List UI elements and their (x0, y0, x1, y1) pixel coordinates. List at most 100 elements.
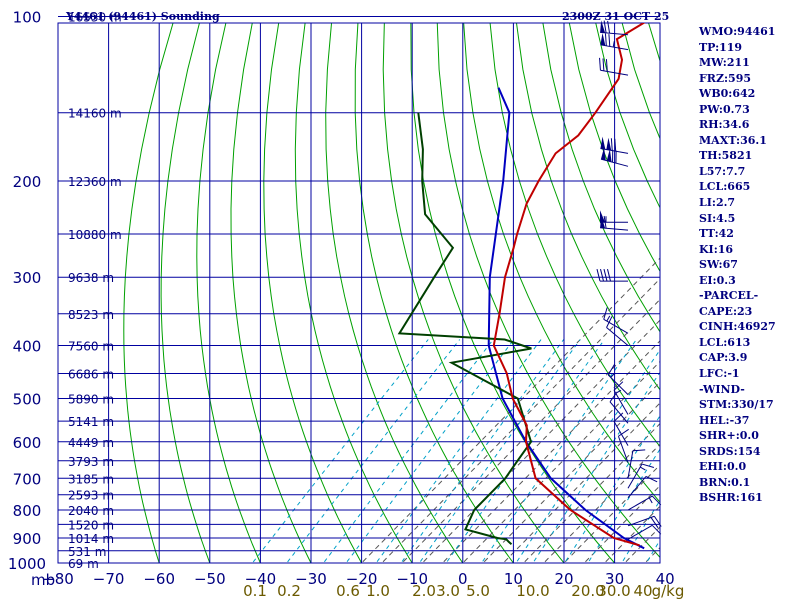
wind-barb (627, 515, 662, 528)
mixing-ratio-line (587, 448, 660, 563)
pressure-tick-label: 700 (13, 470, 42, 488)
index-item: RH:34.6 (699, 118, 750, 132)
mixing-ratio-label: 20.0 (571, 582, 604, 600)
sounding-traces (397, 23, 646, 550)
height-label: 10880 m (68, 228, 122, 242)
height-label: 531 m (68, 545, 106, 559)
dry-adiabat (568, 23, 660, 273)
dry-adiabat (436, 23, 660, 559)
mixing-ratio-line (515, 349, 660, 563)
index-item: LI:2.7 (699, 196, 736, 210)
temperature-tick-label: −30 (295, 570, 327, 588)
wind-barb (627, 524, 662, 540)
index-item: LCL:613 (699, 335, 751, 349)
mixing-ratio-label: 2.0 (412, 582, 436, 600)
wind-barb (606, 316, 629, 346)
index-item: -PARCEL- (699, 289, 759, 303)
wind-barb (600, 136, 629, 154)
dry-adiabat (410, 23, 616, 563)
dry-adiabat (542, 23, 660, 333)
dry-adiabat (382, 23, 565, 563)
mixing-ratio-line (400, 339, 565, 563)
height-label: 2593 m (68, 489, 114, 503)
index-item: STM:330/17 (699, 398, 774, 412)
pressure-tick-label: 900 (13, 530, 42, 548)
index-item: FRZ:595 (699, 71, 752, 85)
mixing-ratio-line (375, 339, 542, 563)
height-label: 16530 m (68, 11, 122, 25)
wind-barb (613, 412, 629, 446)
index-item: LFC:-1 (699, 367, 740, 381)
wind-barb (607, 363, 629, 396)
dewpoint-trace (397, 112, 533, 545)
temperature-tick-label: −70 (93, 570, 125, 588)
mixing-ratio-label: 0.1 (243, 582, 267, 600)
pressure-tick-label: 400 (13, 338, 42, 356)
temperature-tick-label: −20 (346, 570, 378, 588)
mixing-ratio-line (445, 339, 605, 563)
height-label: 6686 m (68, 368, 114, 382)
dry-adiabat (463, 23, 660, 504)
index-item: EHI:0.0 (699, 460, 747, 474)
pressure-tick-label: 300 (13, 269, 42, 287)
parcel-trace (487, 87, 645, 550)
mixing-ratio-label: 0.2 (277, 582, 301, 600)
height-label: 5141 m (68, 415, 114, 429)
wind-barb (617, 428, 629, 463)
grid (57, 16, 661, 564)
pressure-tick-label: 500 (13, 391, 42, 409)
height-label: 4449 m (68, 436, 114, 450)
index-item: CINH:46927 (699, 320, 776, 334)
height-label: 2040 m (68, 504, 114, 518)
wind-barbs (596, 20, 662, 540)
index-item: LCL:665 (699, 180, 751, 194)
height-label: 9638 m (68, 271, 114, 285)
index-item: BRN:0.1 (699, 475, 751, 489)
temperature-trace (492, 23, 646, 547)
height-label: 14160 m (68, 107, 122, 121)
height-label: 8523 m (68, 308, 114, 322)
wind-barb (600, 20, 629, 36)
plot-frame (57, 22, 661, 564)
mixing-ratio-label: 5.0 (466, 582, 490, 600)
index-item: WMO:94461 (699, 25, 776, 38)
index-item: PW:0.73 (699, 102, 750, 116)
index-item: SHR+:0.0 (699, 429, 759, 443)
pressure-tick-label: 200 (13, 173, 42, 191)
pressure-tick-label: 100 (13, 9, 42, 27)
index-item: TT:42 (699, 227, 734, 241)
wind-barb (600, 147, 629, 167)
dry-adiabat (123, 23, 174, 563)
index-item: L57:7.7 (699, 164, 746, 178)
index-item: CAP:3.9 (699, 351, 748, 365)
wind-barb (627, 475, 658, 499)
index-item: HEL:-37 (699, 413, 750, 427)
index-item: MAXT:36.1 (699, 133, 767, 147)
mixing-ratio-label: 3.0 (436, 582, 460, 600)
mixing-ratio-line (322, 339, 494, 563)
dry-adiabat (489, 23, 660, 448)
index-item: EI:0.3 (699, 273, 736, 287)
dry-adiabat (196, 23, 261, 563)
temperature-tick-label: 20 (554, 570, 573, 588)
pressure-tick-label: 1000 (8, 555, 46, 573)
height-label: 5890 m (68, 393, 114, 407)
mixing-ratio-label: 10.0 (516, 582, 549, 600)
mixing-ratio-line (480, 339, 637, 563)
index-item: -WIND- (699, 382, 745, 396)
dry-adiabat (778, 17, 800, 575)
valid-time: 2300Z 31 OCT 25 (562, 10, 670, 23)
index-item: WB0:642 (699, 87, 756, 101)
temperature-tick-label: 10 (504, 570, 523, 588)
index-item: CAPE:23 (699, 304, 753, 318)
temperature-tick-label: −80 (42, 570, 74, 588)
height-label: 3793 m (68, 455, 114, 469)
temperature-tick-label: 0 (458, 570, 468, 588)
height-label: 1014 m (68, 532, 114, 546)
height-label: 12360 m (68, 175, 122, 189)
dry-adiabat (263, 23, 363, 563)
sounding-indices: WMO:94461 TP:119 MW:211 FRZ:595 WB0:642 PW:0.… (699, 24, 776, 506)
height-label: 1520 m (68, 518, 114, 532)
index-item: TP:119 (699, 40, 743, 54)
